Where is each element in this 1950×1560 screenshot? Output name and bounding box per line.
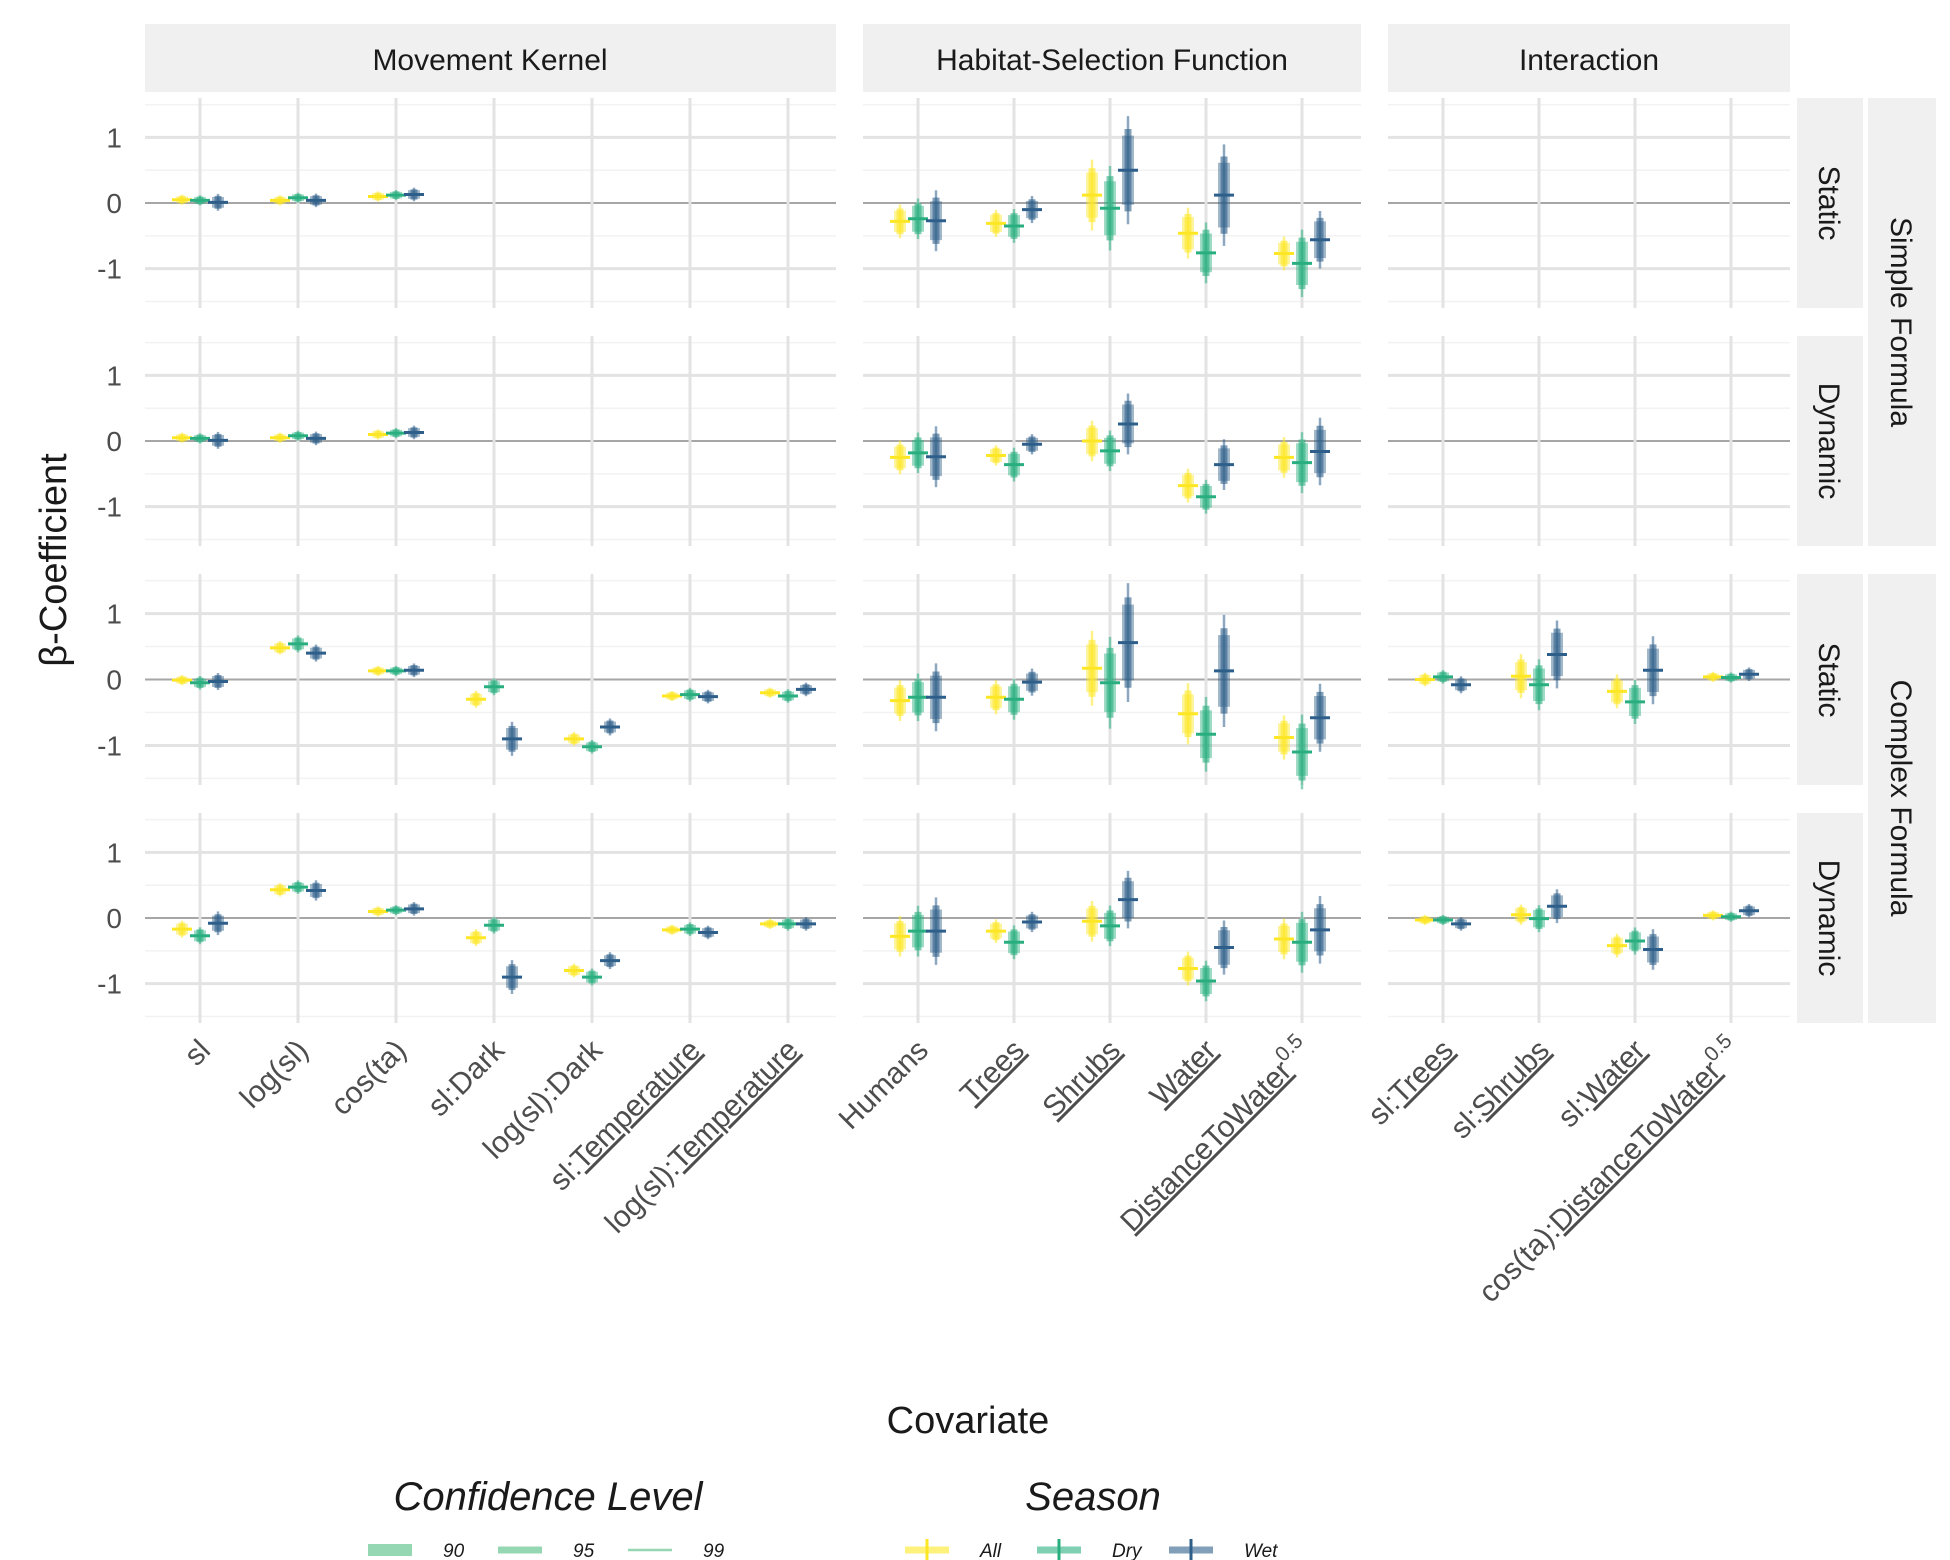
estimate-group-cs-cos-ta-distancetowater	[1703, 667, 1759, 683]
y-tick-label: 1	[106, 837, 122, 868]
estimate-group-cd-sl-shrubs	[1511, 889, 1567, 933]
y-tick-label: 1	[106, 599, 122, 630]
estimate-group-cd-sl	[172, 911, 228, 945]
y-tick-label: 1	[106, 360, 122, 391]
estimate-group-sd-log-sl	[270, 430, 326, 446]
panel-strip-habitat-selection-function: Habitat-Selection Function	[936, 44, 1288, 77]
estimate-group-cd-sl-temperature	[662, 922, 718, 940]
estimate-group-cd-log-sl-temperature	[760, 917, 816, 931]
y-tick-label: -1	[97, 254, 122, 285]
estimate-group-cd-humans	[890, 897, 946, 965]
estimate-group-ss-shrubs	[1082, 116, 1138, 251]
estimate-group-cd-trees	[986, 911, 1042, 960]
legend: Confidence Level Season 90 95 99 All Dry Wet	[368, 1475, 1278, 1560]
estimate-group-sd-humans	[890, 426, 946, 488]
estimate-group-sd-cos-ta	[368, 425, 424, 440]
coefficient-intervals	[172, 116, 1759, 1002]
estimate-group-cd-shrubs	[1082, 870, 1138, 947]
y-tick-label: 0	[106, 188, 122, 219]
legend-confidence-items: 90 95 99	[368, 1541, 725, 1560]
estimate-group-cd-cos-ta	[368, 902, 424, 917]
estimate-group-cd-water	[1178, 920, 1234, 1002]
y-tick-label: -1	[97, 492, 122, 523]
estimate-group-cd-cos-ta-distancetowater	[1703, 904, 1759, 922]
estimate-group-cs-sl-dark	[466, 678, 522, 756]
row-strips: Static Dynamic Static Dynamic Simple For…	[1797, 98, 1936, 1023]
legend-label-confidence-99: 99	[703, 1541, 725, 1560]
legend-title-season: Season	[1025, 1475, 1161, 1519]
y-axis-title: β-Coefficient	[33, 453, 75, 667]
estimate-group-cs-sl-shrubs	[1511, 620, 1567, 711]
estimate-group-ss-humans	[890, 190, 946, 252]
estimate-group-sd-sl	[172, 431, 228, 449]
estimate-group-cs-trees	[986, 668, 1042, 720]
estimate-group-cd-sl-dark	[466, 916, 522, 994]
estimate-group-cs-log-sl-temperature	[760, 682, 816, 703]
y-tick-label: 0	[106, 665, 122, 696]
estimate-group-ss-trees	[986, 196, 1042, 243]
row-strip-simple-dynamic: Dynamic	[1812, 383, 1845, 500]
estimate-group-cd-log-sl	[270, 880, 326, 901]
x-axis-title: Covariate	[887, 1400, 1050, 1442]
estimate-group-ss-cos-ta	[368, 187, 424, 202]
panel-strip-interaction: Interaction	[1519, 44, 1659, 77]
row-strip-simple-static: Static	[1812, 165, 1845, 240]
y-tick-label: -1	[97, 730, 122, 761]
estimate-group-cs-log-sl	[270, 635, 326, 662]
y-tick-label: -1	[97, 969, 122, 1000]
estimate-group-cs-distancetowater	[1274, 683, 1330, 790]
estimate-group-ss-water	[1178, 144, 1234, 284]
estimate-group-cs-shrubs	[1082, 583, 1138, 729]
estimate-group-cd-sl-water	[1607, 927, 1663, 970]
legend-label-season-all: All	[979, 1541, 1002, 1560]
panel-grids	[145, 98, 1790, 1023]
legend-season-items: All Dry Wet	[905, 1539, 1278, 1560]
estimate-group-cs-sl-water	[1607, 636, 1663, 724]
estimate-group-cs-log-sl-dark	[564, 718, 620, 754]
y-tick-label: 0	[106, 903, 122, 934]
panel-strip-movement-kernel: Movement Kernel	[372, 44, 607, 77]
estimate-group-sd-water	[1178, 439, 1234, 514]
estimate-group-ss-sl	[172, 193, 228, 211]
row-group-simple-formula: Simple Formula	[1884, 217, 1917, 427]
y-axis-tick-labels: 1 0 -1 1 0 -1 1 0 -1 1 0 -1	[97, 122, 122, 999]
row-strip-complex-static: Static	[1812, 642, 1845, 717]
legend-label-season-dry: Dry	[1112, 1541, 1143, 1560]
estimate-group-cs-cos-ta	[368, 663, 424, 678]
panel-strips: Movement Kernel Habitat-Selection Functi…	[145, 24, 1790, 92]
row-group-complex-formula: Complex Formula	[1884, 680, 1917, 917]
y-tick-label: 1	[106, 122, 122, 153]
estimate-group-sd-distancetowater	[1274, 417, 1330, 494]
estimate-group-ss-distancetowater	[1274, 211, 1330, 298]
estimate-group-cs-sl	[172, 672, 228, 690]
estimate-group-cd-log-sl-dark	[564, 952, 620, 986]
estimate-group-sd-trees	[986, 434, 1042, 482]
estimate-group-cs-sl-temperature	[662, 687, 718, 704]
estimate-group-cs-humans	[890, 663, 946, 732]
estimate-group-cs-water	[1178, 614, 1234, 772]
legend-label-season-wet: Wet	[1244, 1541, 1278, 1560]
estimate-group-cd-distancetowater	[1274, 896, 1330, 973]
legend-label-confidence-90: 90	[443, 1541, 465, 1560]
legend-title-confidence: Confidence Level	[393, 1475, 703, 1519]
estimate-group-sd-shrubs	[1082, 393, 1138, 472]
row-strip-complex-dynamic: Dynamic	[1812, 860, 1845, 977]
estimate-group-cs-sl-trees	[1415, 670, 1471, 694]
estimate-group-ss-log-sl	[270, 192, 326, 208]
legend-label-confidence-95: 95	[573, 1541, 595, 1560]
estimate-group-cd-sl-trees	[1415, 914, 1471, 931]
y-tick-label: 0	[106, 426, 122, 457]
